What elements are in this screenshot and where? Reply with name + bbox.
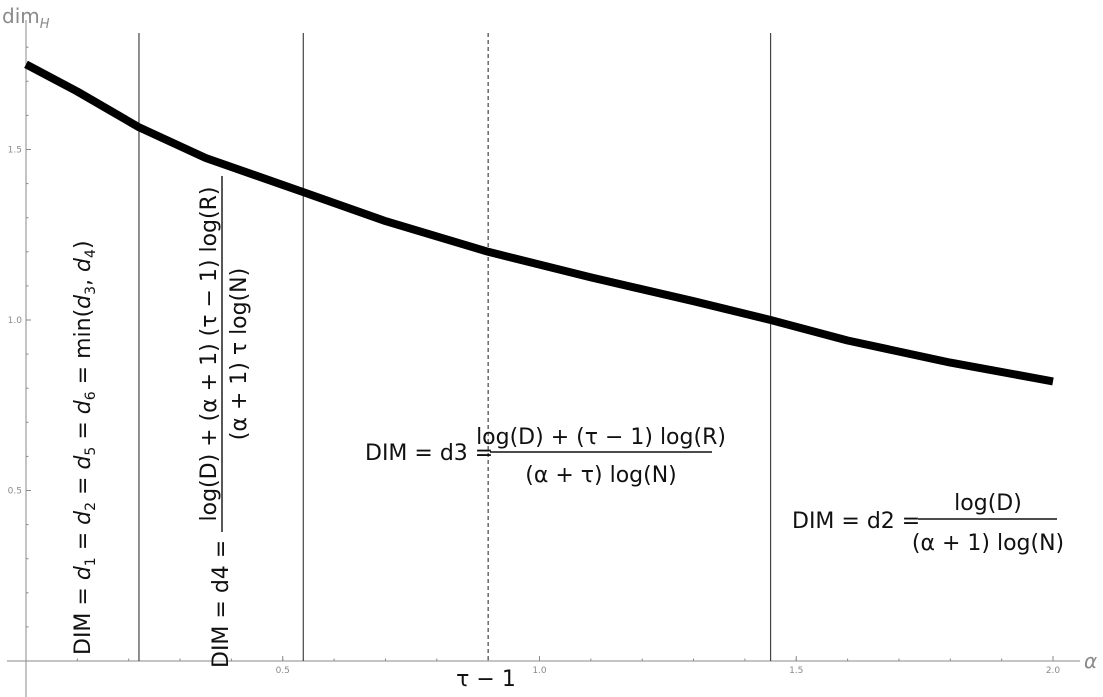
x-tick-label: 0.5 (276, 666, 290, 676)
region1-annotation: DIM = d1 = d2 = d5 = d6 = min(d3, d4) (71, 240, 99, 655)
region3-denominator: (α + τ) log(N) (525, 463, 677, 488)
region1-formula: DIM = d1 = d2 = d5 = d6 = min(d3, d4) (71, 240, 99, 655)
tau-minus-one-label: τ − 1 (456, 667, 516, 692)
vertical-lines (138, 33, 772, 661)
y-tick-label: 1.5 (8, 146, 22, 156)
x-tick-label: 1.0 (532, 666, 547, 676)
region4-denominator: (α + 1) log(N) (912, 531, 1064, 556)
region2-denominator: (α + 1) τ log(N) (227, 268, 252, 440)
region4-annotation: DIM = d2 = log(D) (α + 1) log(N) (792, 491, 1064, 556)
x-axis-label: α (1084, 649, 1097, 673)
y-tick-label: 0.5 (8, 487, 22, 497)
x-tick-label: 1.5 (789, 666, 803, 676)
region3-annotation: DIM = d3 = log(D) + (τ − 1) log(R) (α + … (365, 425, 726, 488)
axis-ticks: 0.5 1.0 1.5 2.0 0.5 1.0 1.5 (8, 46, 1061, 676)
region4-prefix: DIM = d2 = (792, 509, 920, 534)
y-axis-label: dimH (2, 4, 50, 32)
region3-numerator: log(D) + (τ − 1) log(R) (476, 425, 726, 450)
region2-annotation: DIM = d4 = log(D) + (α + 1) (τ − 1) log(… (197, 176, 252, 668)
x-tick-label: 2.0 (1046, 666, 1061, 676)
region2-numerator: log(D) + (α + 1) (τ − 1) log(R) (197, 187, 222, 522)
y-tick-label: 1.0 (8, 316, 23, 326)
series-line (24, 60, 1054, 386)
region3-prefix: DIM = d3 = (365, 441, 493, 466)
region2-prefix: DIM = d4 = (209, 540, 234, 668)
region4-numerator: log(D) (954, 491, 1022, 516)
